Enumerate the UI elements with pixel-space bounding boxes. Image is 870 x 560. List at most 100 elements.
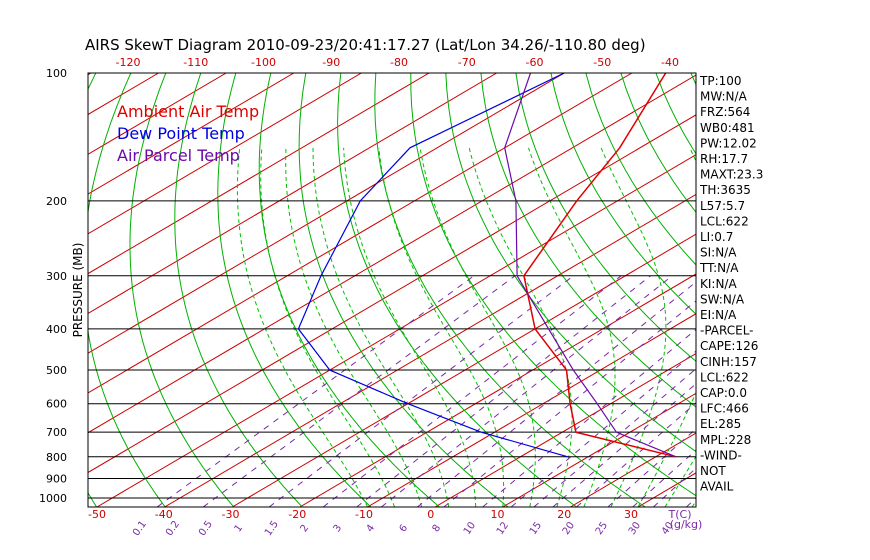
isotherm-line [773, 73, 870, 507]
y-axis-label: PRESSURE (MB) [71, 243, 85, 338]
legend-item: Dew Point Temp [117, 124, 245, 143]
pressure-tick-label: 900 [46, 473, 67, 486]
series-line-ambient-air-temp [523, 73, 677, 458]
moist-adiabat-line [260, 147, 396, 507]
stat-line: EL:285 [700, 417, 741, 431]
stat-line: TH:3635 [699, 183, 751, 197]
isotherm-line [96, 154, 696, 507]
stat-line: -PARCEL- [700, 324, 754, 338]
plot-frame [87, 72, 697, 508]
isotherm-line [164, 193, 696, 507]
isotherm-line [88, 73, 497, 314]
top-temp-tick-label: -120 [116, 56, 141, 69]
bottom-temp-tick-label: 10 [491, 508, 505, 521]
dry-adiabat-line [0, 73, 26, 507]
pressure-tick-label: 200 [46, 195, 67, 208]
dry-adiabat-line [480, 73, 696, 408]
stat-line: PW:12.02 [700, 136, 757, 150]
pressure-tick-label: 300 [46, 270, 67, 283]
mixing-ratio-unit: (g/kg) [670, 518, 703, 531]
mixing-ratio-tick-label: 20 [561, 520, 577, 537]
bottom-temp-tick-label: -10 [355, 508, 373, 521]
stat-line: MAXT:23.3 [700, 168, 763, 182]
chart-title: AIRS SkewT Diagram 2010-09-23/20:41:17.2… [85, 36, 646, 54]
pressure-tick-label: 100 [46, 67, 67, 80]
dry-adiabat-line [655, 73, 696, 155]
mixing-ratio-tick-label: 15 [528, 520, 544, 537]
dry-adiabat-line [831, 73, 870, 507]
stat-line: LCL:622 [700, 370, 749, 384]
stat-line: CAP:0.0 [700, 386, 747, 400]
pressure-tick-label: 800 [46, 451, 67, 464]
mixing-ratio-tick-label: 25 [594, 520, 610, 537]
moist-adiabat-line [343, 147, 477, 507]
mixing-ratio-tick-label: 1 [233, 523, 246, 535]
isotherm-line [88, 73, 633, 394]
isotherm-line [299, 273, 696, 507]
stat-line: LFC:466 [700, 402, 749, 416]
dry-adiabat-line [174, 73, 303, 507]
pressure-tick-label: 500 [46, 364, 67, 377]
top-temp-tick-label: -90 [322, 56, 340, 69]
dry-adiabat-line [88, 73, 166, 507]
top-temp-tick-label: -40 [661, 56, 679, 69]
mixing-ratio-line [156, 275, 475, 507]
bottom-temp-tick-label: -50 [88, 508, 106, 521]
stat-line: WB0:481 [700, 121, 755, 135]
legend-item: Air Parcel Temp [117, 146, 240, 165]
mixing-ratio-tick-label: 2 [299, 523, 312, 535]
isotherm-line [502, 392, 696, 507]
pressure-tick-label: 600 [46, 398, 67, 411]
isotherm-line [88, 73, 565, 354]
isotherm-line [88, 74, 696, 434]
mixing-ratio-line [202, 275, 516, 507]
isotherm-line [88, 73, 295, 195]
mixing-ratio-line [632, 449, 696, 507]
top-temp-tick-label: -80 [390, 56, 408, 69]
isotherm-line [88, 114, 696, 474]
bottom-temp-tick-label: -20 [288, 508, 306, 521]
stat-line: NOT [700, 464, 726, 478]
stat-line: EI:N/A [700, 308, 737, 322]
stat-line: FRZ:564 [700, 105, 750, 119]
dry-adiabat-line [258, 73, 440, 507]
legend-item: Ambient Air Temp [117, 102, 259, 121]
mixing-ratio-line [356, 275, 651, 507]
dry-adiabat-line [0, 73, 61, 507]
stat-line: TT:N/A [699, 261, 739, 275]
isotherm-line [88, 73, 362, 235]
dry-adiabat-line [585, 73, 696, 266]
mixing-ratio-line [322, 275, 622, 507]
dry-adiabat-line [298, 73, 509, 507]
dry-adiabat-line [761, 73, 870, 507]
legend: Ambient Air Temp Dew Point Temp Air Parcel… [117, 102, 259, 165]
stat-line: SI:N/A [700, 246, 737, 260]
series-layer [297, 73, 677, 458]
moist-adiabat-line [285, 147, 423, 507]
top-temp-tick-label: -60 [526, 56, 544, 69]
mixing-ratio-tick-label: 1.5 [263, 519, 281, 538]
mixing-ratio-line [652, 467, 696, 507]
isotherm-line [88, 73, 430, 275]
dry-adiabat-line [550, 73, 696, 315]
stat-line: MW:N/A [700, 90, 748, 104]
top-temp-tick-label: -110 [183, 56, 208, 69]
series-line-air-parcel-temp [504, 73, 677, 458]
mixing-ratio-line [268, 275, 574, 507]
stat-line: KI:N/A [700, 277, 737, 291]
dry-adiabat-line [410, 73, 696, 497]
mixing-ratio-tick-label: 6 [398, 523, 411, 535]
dry-adiabat-line [796, 73, 870, 507]
dry-adiabat-line [866, 73, 870, 507]
stat-line: SW:N/A [700, 292, 745, 306]
temp-unit-label: T(C) [668, 508, 692, 521]
bottom-temp-tick-label: 30 [624, 508, 638, 521]
pressure-tick-label: 400 [46, 323, 67, 336]
dry-adiabat-line [129, 73, 235, 507]
stat-line: L57:5.7 [700, 199, 745, 213]
pressure-tick-label: 1000 [39, 492, 67, 505]
mixing-ratio-line [482, 328, 696, 507]
